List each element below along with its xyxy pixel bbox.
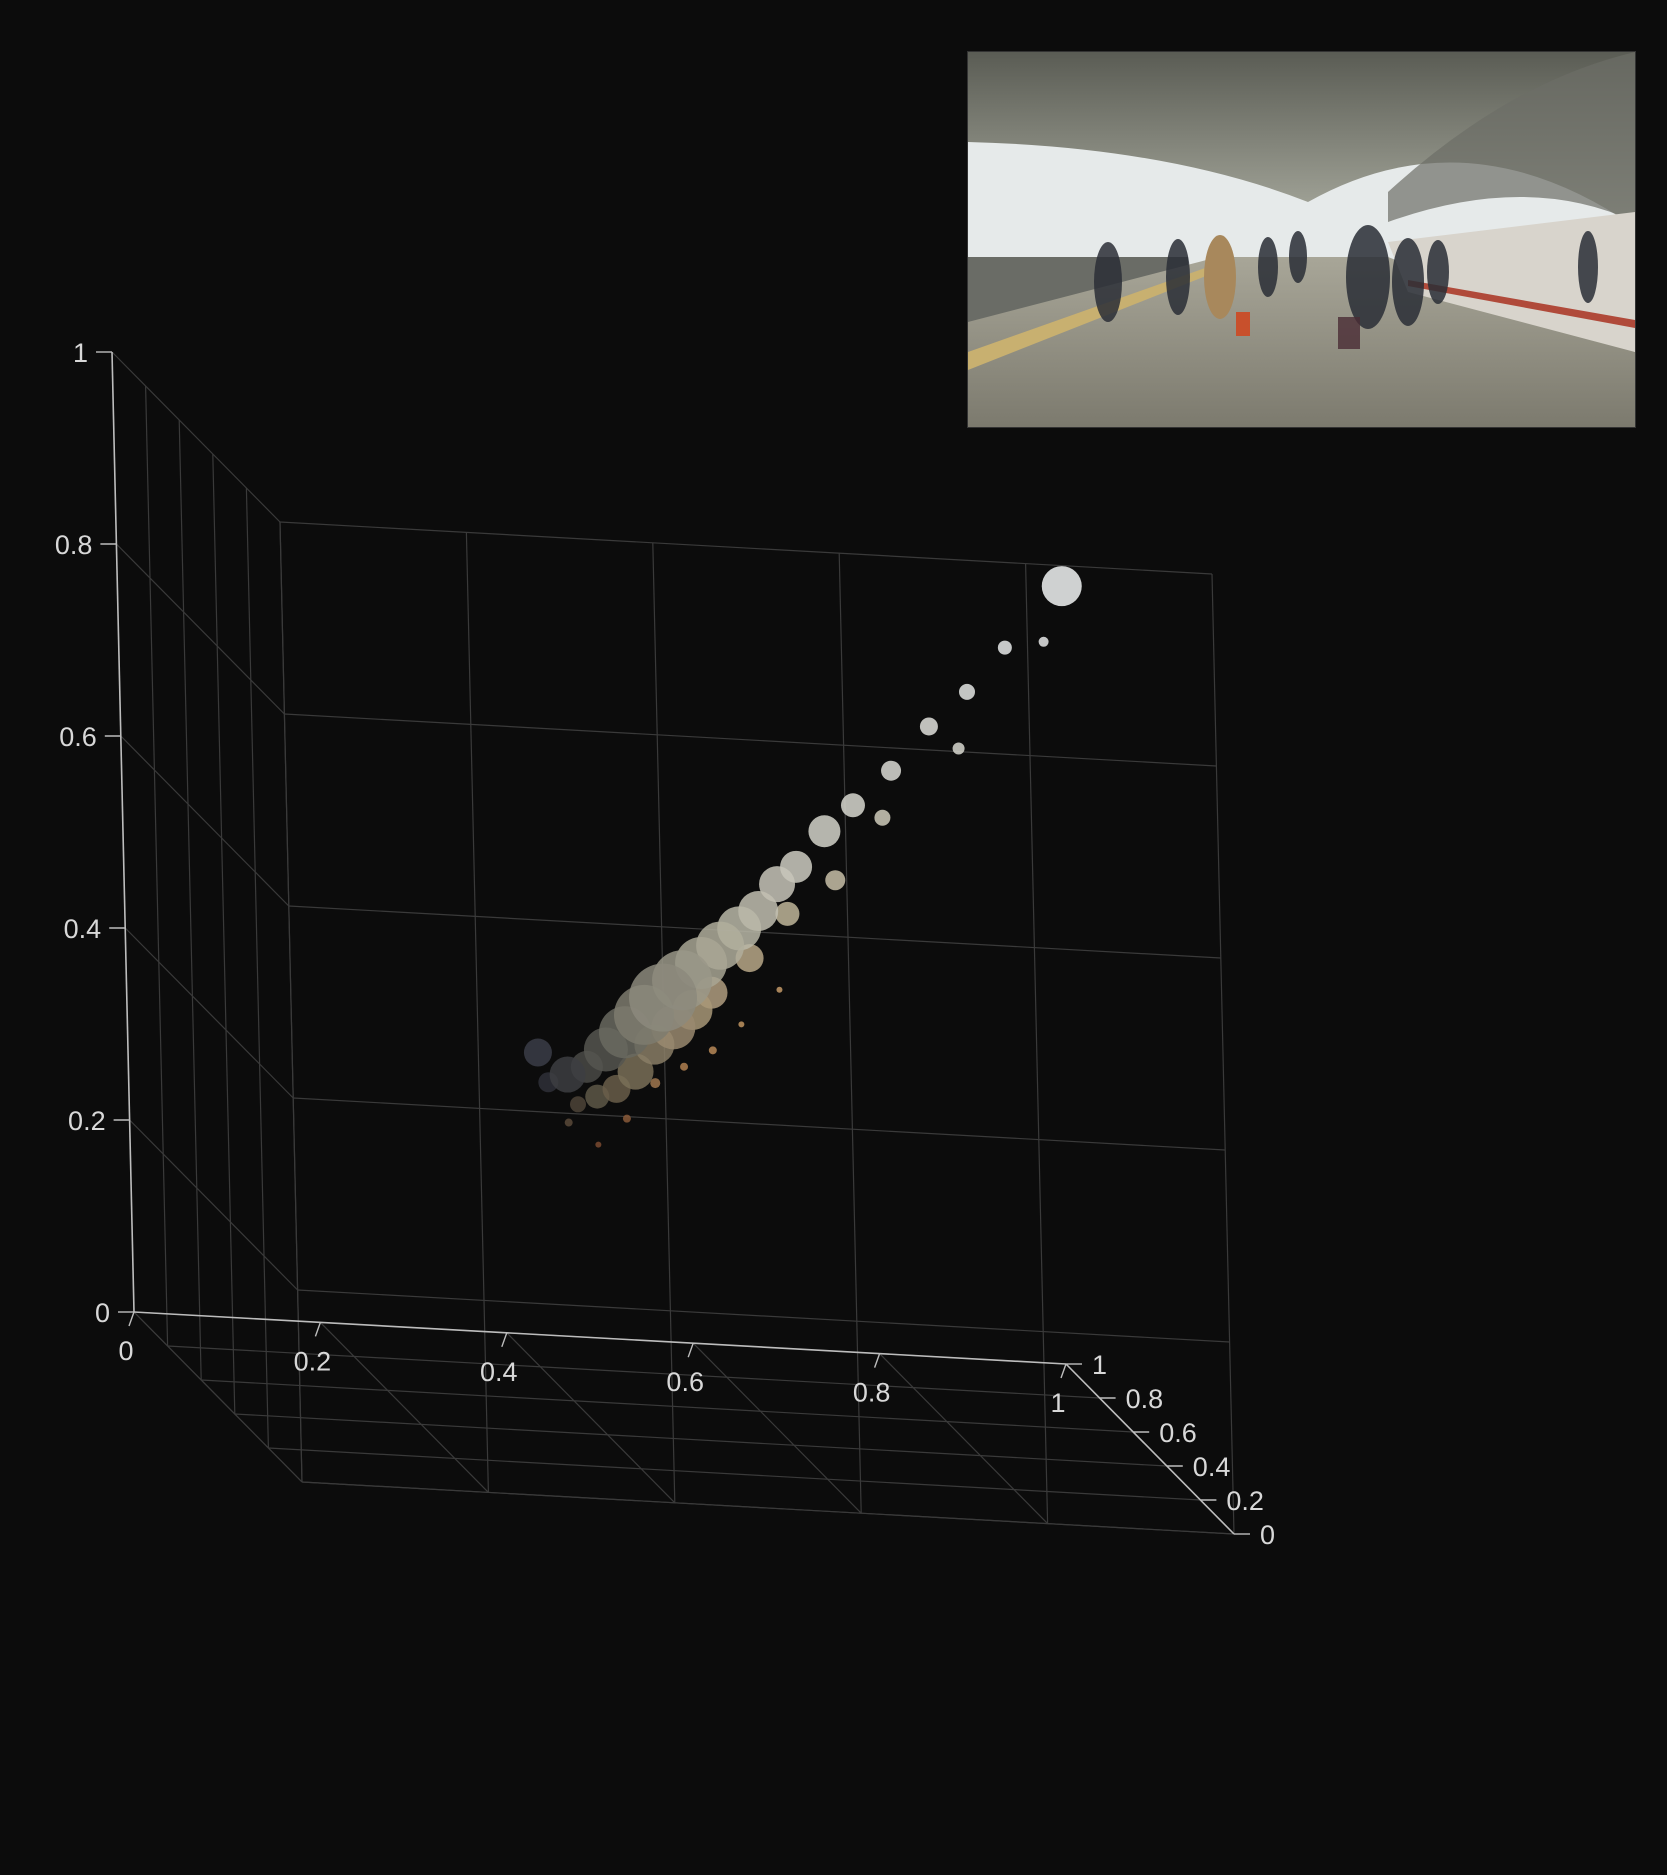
data-point xyxy=(840,793,865,818)
y-tick-label: 0.2 xyxy=(1226,1486,1264,1516)
data-point xyxy=(570,1096,586,1113)
left-wall-grid-depth xyxy=(212,453,236,1415)
tick-labels: 0 0.2 0.4 0.6 0.8 1 0 0.2 0.4 0.6 0.8 1 0 0.2 0.4 0.6 0.… xyxy=(55,338,1275,1550)
data-point xyxy=(881,760,902,781)
back-wall-grid-x xyxy=(465,532,489,1493)
data-point xyxy=(564,1118,573,1127)
back-wall-grid-x xyxy=(1211,573,1235,1535)
data-point xyxy=(738,1021,745,1028)
floor-grid-depth xyxy=(234,1413,1167,1467)
point-cloud xyxy=(523,566,1082,1148)
data-point xyxy=(622,1114,631,1123)
floor-grid-x xyxy=(319,1321,489,1493)
y-tick-label: 0 xyxy=(1260,1520,1275,1550)
x-tick-mark xyxy=(687,1342,694,1358)
back-wall-grid-z xyxy=(297,1289,1230,1343)
x-tick-label: 0.2 xyxy=(294,1346,332,1376)
left-wall-grid-depth xyxy=(178,419,202,1381)
photo-train xyxy=(1388,212,1635,352)
back-wall-grid-x xyxy=(838,553,862,1514)
data-point xyxy=(523,1038,552,1067)
x-tick-mark xyxy=(314,1322,322,1337)
z-tick-label: 0 xyxy=(95,1298,110,1328)
photo-train-stripe xyxy=(1408,280,1635,328)
data-point xyxy=(595,1141,602,1148)
floor-grid-x xyxy=(506,1332,676,1504)
x-tick-label: 0.4 xyxy=(480,1357,518,1387)
x-tick-label: 0.8 xyxy=(853,1378,891,1408)
photo-roof xyxy=(968,52,1635,227)
left-wall-grid-depth xyxy=(145,385,169,1347)
z-tick-label: 0.6 xyxy=(59,722,97,752)
photo-platform-edge xyxy=(968,267,1216,370)
data-point xyxy=(775,901,800,926)
data-point xyxy=(959,683,975,700)
y-tick-label: 0.6 xyxy=(1159,1418,1197,1448)
data-point xyxy=(629,963,698,1032)
data-point xyxy=(874,809,891,826)
photo-roof-right xyxy=(1388,52,1635,222)
x-tick-label: 0.6 xyxy=(666,1367,704,1397)
axes-grid xyxy=(96,351,1250,1535)
x-tick-mark xyxy=(873,1353,881,1368)
floor-grid-x xyxy=(879,1353,1049,1525)
left-wall-grid-depth xyxy=(279,521,303,1483)
x-tick-mark xyxy=(501,1332,508,1348)
z-axis-line xyxy=(111,351,135,1313)
x-tick-mark xyxy=(1060,1363,1067,1379)
left-wall-grid-depth xyxy=(245,487,269,1449)
photo-suitcase xyxy=(1236,312,1250,336)
z-tick-label: 0.4 xyxy=(64,914,102,944)
x-tick-label: 1 xyxy=(1050,1388,1065,1418)
z-tick-label: 0.8 xyxy=(55,530,93,560)
data-point xyxy=(680,1062,689,1071)
data-point xyxy=(1038,636,1049,647)
left-wall-grid-z xyxy=(115,543,285,715)
y-tick-label: 1 xyxy=(1092,1350,1107,1380)
source-photo-thumbnail xyxy=(967,51,1636,428)
data-point xyxy=(708,1046,717,1055)
photo-people xyxy=(1094,225,1598,329)
y-axis-line xyxy=(1065,1363,1235,1535)
data-point xyxy=(825,870,846,891)
photo-coat-person xyxy=(1204,235,1236,319)
back-wall-grid-z xyxy=(293,1097,1226,1151)
data-point xyxy=(776,986,783,993)
back-wall-grid-x xyxy=(1025,563,1049,1524)
left-wall-grid-z xyxy=(120,735,290,907)
x-tick-label: 0 xyxy=(118,1336,133,1366)
data-point xyxy=(650,1078,661,1089)
z-tick-label: 1 xyxy=(73,338,88,368)
y-tick-label: 0.4 xyxy=(1193,1452,1231,1482)
x-tick-mark xyxy=(128,1311,135,1327)
floor-grid-depth xyxy=(167,1345,1100,1399)
data-point xyxy=(1041,566,1082,607)
data-point xyxy=(549,1056,586,1093)
photo-suitcase-dark xyxy=(1338,317,1360,349)
z-tick-label: 0.2 xyxy=(68,1106,106,1136)
data-point xyxy=(952,742,965,755)
y-tick-label: 0.8 xyxy=(1126,1384,1164,1414)
floor-grid-depth xyxy=(201,1379,1134,1433)
left-wall-grid-z xyxy=(111,351,281,523)
floor-grid-depth xyxy=(268,1447,1201,1501)
x-axis-line xyxy=(133,1311,1067,1365)
floor-grid-depth xyxy=(301,1481,1235,1535)
floor-grid-x xyxy=(692,1342,862,1514)
data-point xyxy=(617,1053,654,1090)
back-wall-grid-z xyxy=(279,521,1213,575)
train-station-photo xyxy=(968,52,1635,427)
left-wall-grid-z xyxy=(129,1119,299,1291)
data-point xyxy=(759,866,796,903)
data-point xyxy=(808,815,841,848)
back-wall-grid-z xyxy=(284,713,1217,767)
data-point xyxy=(919,717,938,736)
left-wall-grid-z xyxy=(124,927,294,1099)
left-wall-grid-z xyxy=(133,1311,303,1483)
data-point xyxy=(997,640,1012,655)
